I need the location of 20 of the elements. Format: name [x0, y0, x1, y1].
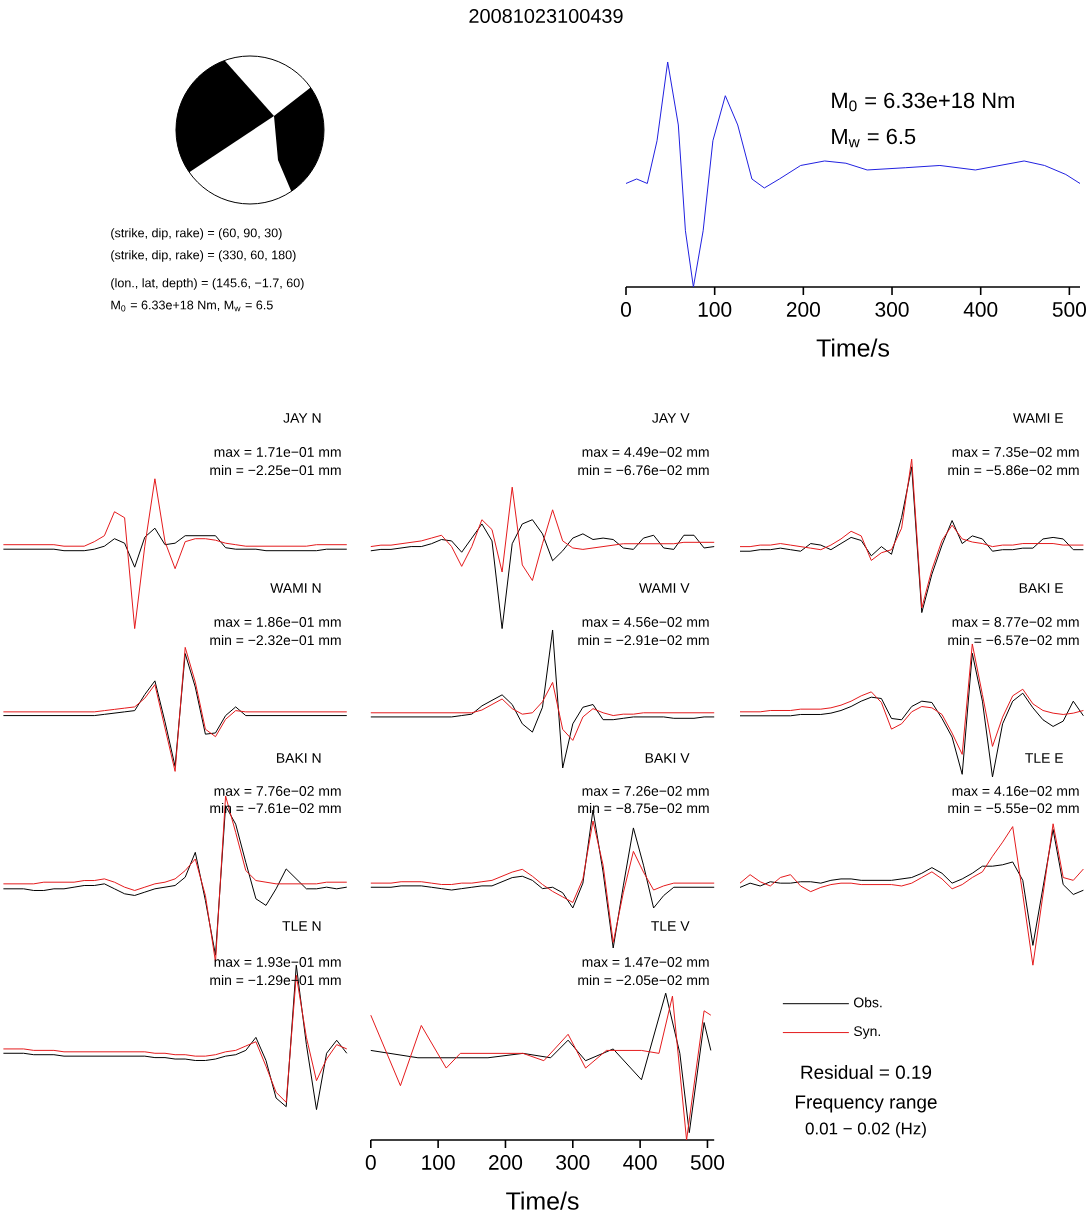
- x-tick-label: 0: [365, 1155, 376, 1170]
- x-tick-label: 0: [621, 302, 631, 317]
- x-tick-label: 200: [786, 302, 820, 317]
- x-tick-label: 100: [698, 302, 732, 317]
- x-tick-label: 200: [489, 1155, 523, 1170]
- x-tick-label: 100: [422, 1155, 455, 1170]
- x-tick-label: 400: [623, 1155, 657, 1170]
- x-tick-label: 300: [556, 1155, 590, 1170]
- text: 0.01 − 0.02 (Hz): [805, 1122, 926, 1138]
- text: Residual = 0.19: [801, 1065, 932, 1079]
- annotation: M$_{w}$ = 6.5: [832, 128, 916, 148]
- x-tick-label: 500: [1052, 302, 1086, 317]
- x-tick-label: 400: [963, 302, 998, 317]
- x-axis-title: Time/s: [816, 338, 890, 357]
- x-axis-title: Time/s: [506, 1191, 579, 1210]
- x-tick-label: 500: [690, 1155, 725, 1170]
- text: Frequency range: [796, 1095, 937, 1113]
- text: 20081023100439: [469, 8, 623, 24]
- x-tick-label: 300: [875, 302, 909, 317]
- annotation: M$_{0}$ = 6.33e+18 Nm: [832, 92, 1014, 112]
